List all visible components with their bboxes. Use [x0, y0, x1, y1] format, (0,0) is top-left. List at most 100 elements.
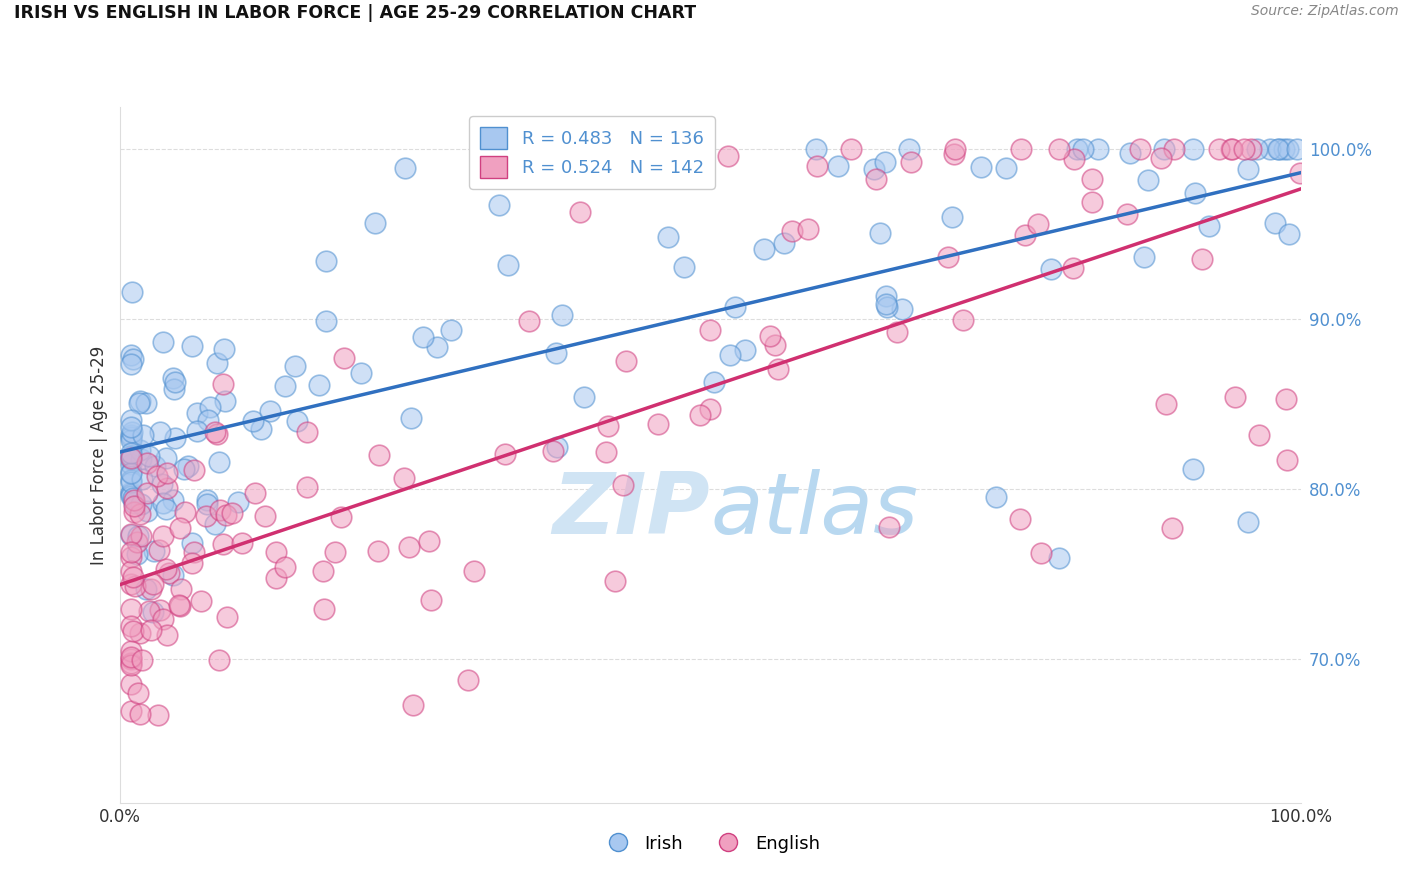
Point — [1063, 152, 1085, 166]
Point — [1268, 143, 1291, 157]
Point — [169, 598, 191, 612]
Point — [1128, 143, 1150, 157]
Point — [120, 644, 142, 658]
Point — [120, 658, 142, 673]
Point — [136, 485, 159, 500]
Point — [426, 340, 449, 354]
Point — [120, 602, 142, 616]
Legend: Irish, English: Irish, English — [592, 828, 828, 860]
Point — [242, 414, 264, 428]
Point — [1062, 261, 1084, 276]
Point — [132, 428, 155, 442]
Point — [205, 356, 228, 370]
Point — [936, 250, 959, 264]
Point — [941, 210, 963, 224]
Point — [862, 162, 884, 177]
Point — [367, 543, 389, 558]
Point — [163, 382, 186, 396]
Point — [1047, 143, 1070, 157]
Point — [1285, 143, 1308, 157]
Point — [162, 371, 184, 385]
Point — [120, 428, 142, 442]
Point — [120, 656, 142, 670]
Point — [163, 375, 186, 389]
Point — [517, 314, 540, 328]
Point — [1029, 546, 1052, 560]
Point — [165, 431, 187, 445]
Point — [138, 449, 160, 463]
Point — [995, 161, 1018, 176]
Point — [568, 205, 591, 219]
Point — [195, 509, 218, 524]
Point — [155, 502, 177, 516]
Point — [657, 230, 679, 244]
Point — [149, 603, 172, 617]
Point — [128, 396, 150, 410]
Point — [699, 401, 721, 416]
Point — [420, 592, 443, 607]
Point — [1191, 252, 1213, 267]
Point — [724, 300, 747, 314]
Point — [1184, 186, 1206, 200]
Point — [156, 627, 179, 641]
Point — [211, 377, 233, 392]
Point — [1119, 145, 1142, 160]
Point — [120, 704, 142, 718]
Point — [155, 450, 177, 465]
Point — [1240, 143, 1263, 157]
Point — [827, 160, 849, 174]
Point — [752, 242, 775, 256]
Point — [886, 325, 908, 339]
Point — [596, 419, 619, 434]
Point — [181, 338, 204, 352]
Point — [136, 504, 159, 518]
Point — [312, 602, 335, 616]
Point — [1237, 515, 1260, 529]
Point — [127, 547, 149, 561]
Point — [699, 323, 721, 337]
Point — [943, 143, 966, 157]
Point — [1264, 216, 1286, 230]
Point — [616, 354, 638, 368]
Point — [197, 413, 219, 427]
Point — [759, 328, 782, 343]
Point — [368, 448, 391, 462]
Point — [402, 698, 425, 712]
Point — [136, 456, 159, 470]
Point — [120, 527, 142, 541]
Point — [122, 495, 145, 509]
Point — [212, 537, 235, 551]
Point — [394, 471, 416, 485]
Point — [734, 343, 756, 357]
Point — [129, 443, 152, 458]
Point — [284, 359, 307, 373]
Point — [463, 564, 485, 578]
Point — [763, 338, 786, 352]
Point — [120, 413, 142, 427]
Point — [418, 534, 440, 549]
Point — [1275, 392, 1298, 406]
Point — [186, 406, 208, 420]
Point — [138, 604, 160, 618]
Point — [717, 148, 740, 162]
Point — [120, 450, 142, 465]
Point — [204, 517, 226, 532]
Point — [149, 425, 172, 439]
Point — [1010, 512, 1032, 526]
Point — [204, 425, 226, 439]
Point — [212, 342, 235, 356]
Point — [120, 619, 142, 633]
Point — [120, 549, 142, 564]
Point — [129, 626, 152, 640]
Point — [1249, 428, 1271, 442]
Point — [595, 444, 617, 458]
Point — [195, 492, 218, 507]
Point — [1026, 217, 1049, 231]
Point — [1198, 219, 1220, 233]
Point — [780, 224, 803, 238]
Text: IRISH VS ENGLISH IN LABOR FORCE | AGE 25-29 CORRELATION CHART: IRISH VS ENGLISH IN LABOR FORCE | AGE 25… — [14, 4, 696, 22]
Point — [1277, 143, 1299, 157]
Point — [488, 198, 510, 212]
Point — [295, 425, 318, 439]
Point — [120, 420, 142, 434]
